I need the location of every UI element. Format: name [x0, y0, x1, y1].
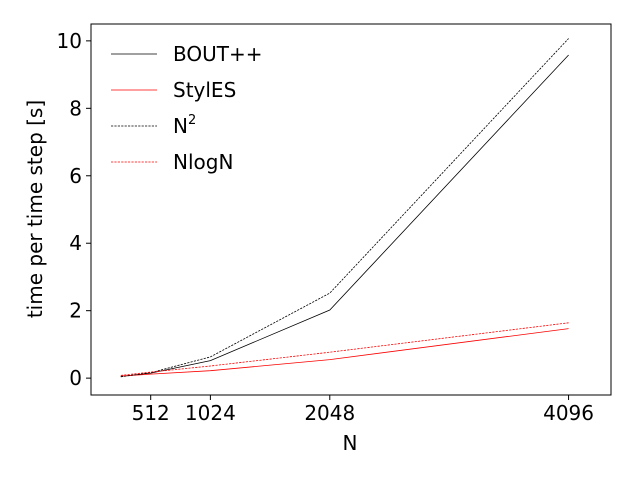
- legend-label-superscript: 2: [188, 113, 196, 128]
- x-tick-label: 512: [132, 401, 170, 425]
- x-axis-label: N: [343, 431, 358, 455]
- plot-lines: [120, 38, 569, 378]
- series-line-2: [120, 328, 569, 377]
- x-tick-label: 1024: [185, 401, 236, 425]
- y-tick-label: 4: [69, 231, 82, 255]
- legend-label-3: N2: [173, 113, 196, 138]
- y-axis-ticks: 0 2 4 6 8 10: [57, 29, 91, 390]
- y-tick-label: 8: [69, 96, 82, 120]
- legend: BOUT++ StylES N2 NlogN: [111, 42, 262, 174]
- series-line-4: [120, 322, 569, 376]
- legend-label-1: BOUT++: [173, 42, 262, 66]
- x-axis-ticks: 512 1024 2048 4096: [132, 395, 594, 425]
- x-tick-label: 2048: [304, 401, 355, 425]
- x-tick-label: 4096: [543, 401, 594, 425]
- plot-frame: [90, 23, 612, 396]
- y-tick-label: 10: [57, 29, 82, 53]
- y-tick-label: 6: [69, 164, 82, 188]
- legend-label-2: StylES: [173, 78, 236, 102]
- legend-label-4: NlogN: [173, 150, 233, 174]
- y-tick-label: 2: [69, 299, 82, 323]
- y-tick-label: 0: [69, 366, 82, 390]
- series-line-1: [120, 54, 569, 377]
- y-axis-label: time per time step [s]: [23, 100, 47, 318]
- series-line-3: [120, 38, 569, 378]
